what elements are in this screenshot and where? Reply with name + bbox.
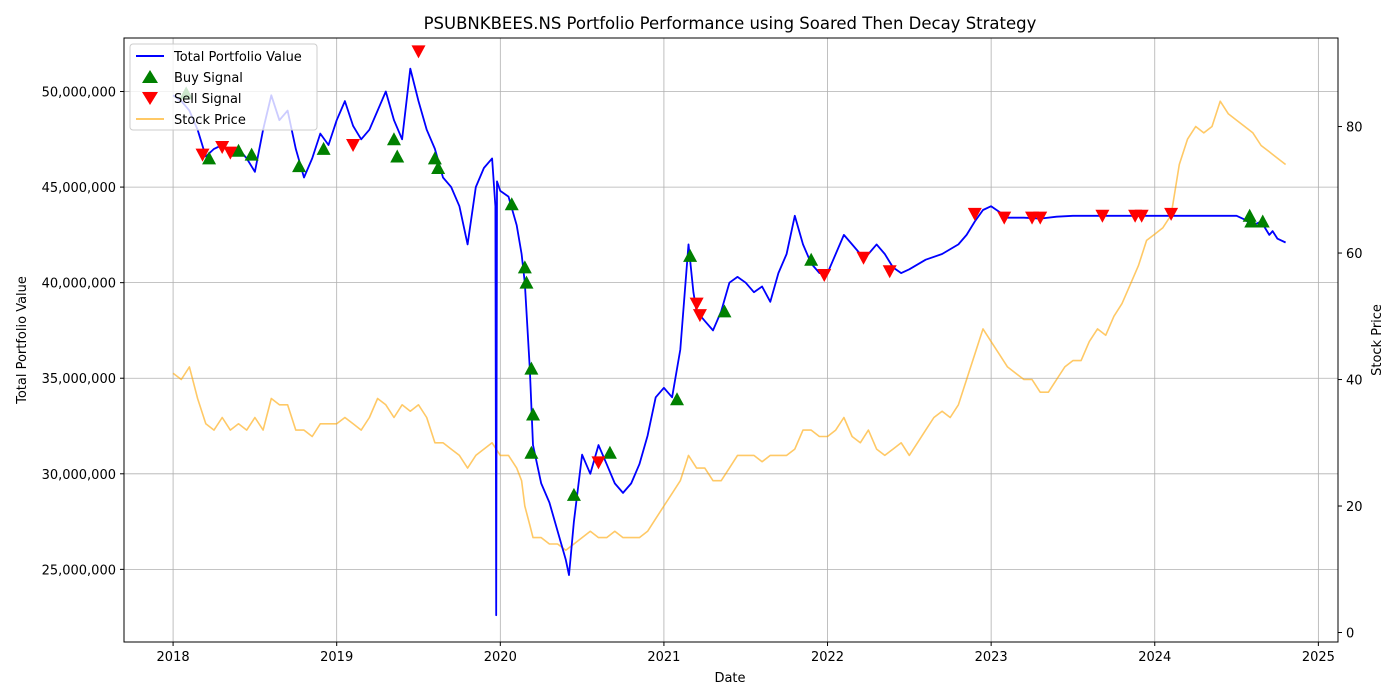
buy-signal-marker: [517, 260, 532, 274]
buy-signal-marker: [804, 252, 819, 266]
legend-buy-label: Buy Signal: [174, 71, 243, 86]
right-y-axis-ticks: 0 20 40 60 80: [1338, 121, 1363, 642]
buy-signal-marker: [602, 445, 617, 459]
right-y-axis-title: Stock Price: [1370, 304, 1385, 376]
buy-signal-marker: [566, 487, 581, 501]
buy-signal-marker: [244, 147, 259, 161]
left-y-tick-label: 30,000,000: [42, 468, 116, 483]
sell-signal-marker: [997, 211, 1012, 225]
sell-signal-marker: [591, 456, 606, 470]
sell-signal-marker: [1134, 209, 1149, 223]
left-y-tick-label: 50,000,000: [42, 86, 116, 101]
x-tick-label: 2018: [157, 650, 190, 665]
x-tick-label: 2022: [811, 650, 844, 665]
buy-signal-marker: [292, 159, 307, 173]
sell-signal-marker: [346, 139, 361, 153]
buy-signal-marker: [316, 141, 331, 155]
buy-signal-marker: [519, 275, 534, 289]
sell-signal-marker: [856, 251, 871, 265]
sell-signal-marker: [882, 265, 897, 279]
buy-signal-marker: [524, 445, 539, 459]
x-tick-label: 2020: [484, 650, 517, 665]
left-y-tick-label: 35,000,000: [42, 372, 116, 387]
right-y-tick-label: 80: [1346, 121, 1363, 136]
x-tick-label: 2019: [320, 650, 353, 665]
sell-signal-marker: [692, 309, 707, 323]
buy-signal-marker: [670, 392, 685, 406]
right-y-tick-label: 0: [1346, 627, 1354, 642]
x-tick-label: 2025: [1302, 650, 1335, 665]
signal-markers: [179, 45, 1270, 501]
sell-signal-marker: [967, 207, 982, 221]
legend-sell-label: Sell Signal: [174, 92, 242, 107]
buy-signal-marker: [427, 151, 442, 165]
buy-signal-marker: [526, 407, 541, 421]
grid-lines: [124, 38, 1338, 642]
buy-signal-marker: [504, 197, 519, 211]
legend-box: [129, 43, 318, 131]
sell-signal-marker: [1164, 207, 1179, 221]
x-tick-label: 2021: [647, 650, 680, 665]
x-tick-label: 2024: [1138, 650, 1171, 665]
buy-signal-marker: [683, 248, 698, 262]
right-y-tick-label: 40: [1346, 374, 1363, 389]
sell-signal-marker: [223, 146, 238, 160]
buy-signal-marker: [431, 160, 446, 174]
sell-signal-marker: [411, 45, 426, 59]
buy-signal-marker: [717, 304, 732, 318]
sell-signal-marker: [817, 269, 832, 283]
legend-buy-swatch: [142, 70, 158, 83]
buy-signal-marker: [231, 143, 246, 157]
buy-signal-marker: [1255, 214, 1270, 228]
right-y-tick-label: 20: [1346, 500, 1363, 515]
buy-signal-marker: [524, 361, 539, 375]
sell-signal-marker: [1095, 209, 1110, 223]
right-y-tick-label: 60: [1346, 247, 1363, 262]
stock-price-series: [172, 100, 1287, 552]
stock-price-line: [172, 100, 1287, 552]
legend-portfolio-label: Total Portfolio Value: [173, 50, 302, 65]
sell-signal-marker: [215, 140, 230, 154]
buy-signal-marker: [386, 132, 401, 146]
legend-price-label: Stock Price: [174, 113, 246, 128]
chart-title: PSUBNKBEES.NS Portfolio Performance usin…: [424, 14, 1037, 33]
buy-signal-marker: [390, 149, 405, 163]
sell-signal-marker: [1033, 211, 1048, 225]
x-axis-title: Date: [714, 671, 745, 686]
x-axis-ticks: 2018 2019 2020 2021 2022 2023 2024 2025: [157, 642, 1335, 665]
legend-sell-swatch: [142, 92, 158, 105]
left-y-tick-label: 25,000,000: [42, 563, 116, 578]
x-tick-label: 2023: [975, 650, 1008, 665]
buy-signal-marker: [202, 151, 217, 165]
left-y-axis-ticks: 25,000,000 30,000,000 35,000,000 40,000,000…: [42, 86, 124, 578]
plot-area-frame: [123, 37, 1339, 643]
legend: Total Portfolio Value Buy Signal Sell Si…: [129, 43, 318, 131]
left-y-tick-label: 40,000,000: [42, 277, 116, 292]
sell-signal-marker: [689, 297, 704, 311]
left-y-tick-label: 45,000,000: [42, 181, 116, 196]
left-y-axis-title: Total Portfolio Value: [15, 276, 30, 405]
sell-signal-marker: [195, 148, 210, 162]
buy-signal-marker: [1244, 214, 1259, 228]
